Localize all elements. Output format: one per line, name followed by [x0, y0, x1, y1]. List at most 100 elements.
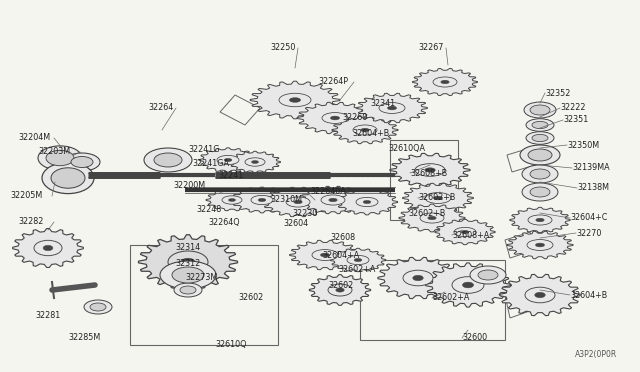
Bar	[390, 140, 458, 220]
Text: 32350M: 32350M	[567, 141, 599, 150]
Text: 32604+B: 32604+B	[570, 291, 607, 299]
Ellipse shape	[532, 121, 548, 129]
Ellipse shape	[160, 261, 216, 289]
Polygon shape	[390, 153, 470, 187]
Polygon shape	[138, 235, 237, 289]
Text: 32241G: 32241G	[188, 145, 220, 154]
Polygon shape	[510, 207, 570, 232]
Text: 32273M: 32273M	[185, 273, 217, 282]
Text: 32604: 32604	[283, 218, 308, 228]
Ellipse shape	[470, 266, 506, 284]
Ellipse shape	[328, 284, 352, 296]
Ellipse shape	[168, 251, 208, 273]
Text: 32602+A: 32602+A	[432, 294, 469, 302]
Polygon shape	[250, 81, 340, 119]
Text: 32230: 32230	[292, 208, 317, 218]
Ellipse shape	[403, 270, 433, 286]
Ellipse shape	[354, 259, 362, 262]
Ellipse shape	[433, 196, 442, 200]
Ellipse shape	[420, 213, 444, 223]
Ellipse shape	[258, 198, 266, 202]
Ellipse shape	[172, 267, 204, 283]
Bar	[130, 245, 278, 345]
Text: 32285M: 32285M	[68, 334, 100, 343]
Text: 32138M: 32138M	[577, 183, 609, 192]
Ellipse shape	[441, 80, 449, 84]
Ellipse shape	[43, 245, 53, 251]
Ellipse shape	[415, 164, 445, 176]
Ellipse shape	[84, 300, 112, 314]
Polygon shape	[206, 189, 258, 211]
Ellipse shape	[321, 195, 345, 205]
Text: 32602+B: 32602+B	[418, 193, 456, 202]
Bar	[360, 260, 505, 340]
Text: 32267: 32267	[418, 44, 444, 52]
Ellipse shape	[478, 270, 498, 280]
Text: 32264Q: 32264Q	[208, 218, 239, 227]
Ellipse shape	[252, 161, 259, 163]
Polygon shape	[290, 240, 360, 270]
Ellipse shape	[387, 106, 397, 110]
Polygon shape	[413, 68, 477, 96]
Polygon shape	[262, 187, 333, 217]
Ellipse shape	[71, 157, 93, 167]
Ellipse shape	[245, 158, 265, 166]
Polygon shape	[399, 204, 465, 232]
Text: 32604+C: 32604+C	[570, 214, 607, 222]
Text: 32264: 32264	[148, 103, 173, 112]
Ellipse shape	[356, 198, 378, 206]
Text: 32352: 32352	[545, 89, 570, 97]
Text: 32200M: 32200M	[173, 180, 205, 189]
Ellipse shape	[520, 145, 560, 165]
Ellipse shape	[528, 215, 552, 225]
Ellipse shape	[536, 243, 545, 247]
Ellipse shape	[222, 196, 242, 204]
Text: 32264P: 32264P	[318, 77, 348, 87]
Text: 32250: 32250	[270, 44, 296, 52]
Ellipse shape	[526, 119, 554, 131]
Ellipse shape	[322, 113, 348, 124]
Ellipse shape	[461, 230, 469, 234]
Ellipse shape	[525, 287, 555, 303]
Text: 32248: 32248	[196, 205, 221, 215]
Text: 32610Q: 32610Q	[215, 340, 246, 350]
Text: 32602: 32602	[238, 292, 263, 301]
Text: 32260: 32260	[342, 113, 367, 122]
Ellipse shape	[528, 149, 552, 161]
Ellipse shape	[294, 200, 302, 204]
Text: A3P2(0P0R: A3P2(0P0R	[575, 350, 617, 359]
Text: 32608+B: 32608+B	[410, 169, 447, 177]
Text: 32351: 32351	[563, 115, 588, 125]
Ellipse shape	[526, 132, 554, 144]
Ellipse shape	[330, 116, 340, 120]
Text: 32608: 32608	[330, 234, 355, 243]
Ellipse shape	[144, 148, 192, 172]
Polygon shape	[231, 187, 292, 213]
Text: 32604+A: 32604+A	[322, 250, 359, 260]
Ellipse shape	[532, 134, 548, 142]
Ellipse shape	[425, 168, 435, 172]
Ellipse shape	[181, 258, 195, 266]
Ellipse shape	[174, 283, 202, 297]
Ellipse shape	[347, 256, 369, 264]
Ellipse shape	[522, 183, 558, 201]
Text: 32270: 32270	[576, 228, 602, 237]
Text: 32139MA: 32139MA	[572, 164, 610, 173]
Ellipse shape	[413, 275, 423, 281]
Ellipse shape	[363, 201, 371, 203]
Polygon shape	[332, 116, 398, 144]
Ellipse shape	[251, 195, 273, 205]
Ellipse shape	[361, 128, 369, 132]
Ellipse shape	[321, 253, 330, 257]
Ellipse shape	[228, 199, 236, 202]
Polygon shape	[435, 219, 495, 245]
Ellipse shape	[530, 187, 550, 197]
Polygon shape	[403, 183, 474, 213]
Ellipse shape	[454, 227, 476, 237]
Ellipse shape	[425, 193, 451, 203]
Ellipse shape	[312, 250, 338, 260]
Text: 32241GA: 32241GA	[192, 158, 229, 167]
Text: 32281: 32281	[35, 311, 60, 320]
Text: 32310M: 32310M	[270, 196, 302, 205]
Polygon shape	[500, 274, 580, 316]
